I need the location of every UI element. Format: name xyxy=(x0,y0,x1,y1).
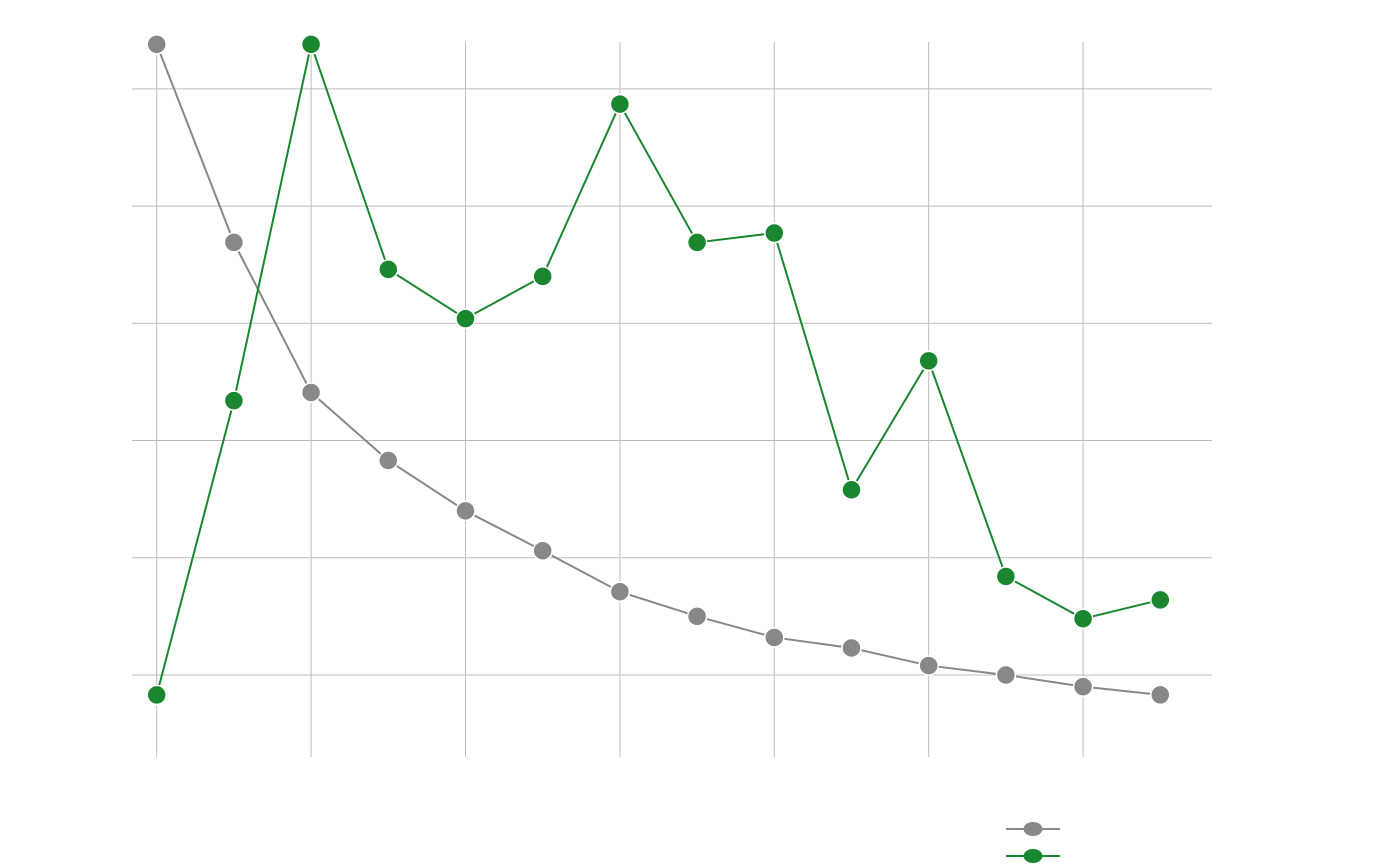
series-2-point xyxy=(1072,608,1094,629)
series-2-point xyxy=(223,390,245,411)
series-2-point xyxy=(995,566,1017,587)
series-2-point xyxy=(764,222,785,244)
legend-item-2 xyxy=(1006,849,1060,863)
series-1 xyxy=(146,34,1171,706)
series-1-point xyxy=(300,382,322,403)
series-group xyxy=(146,34,1171,706)
series-2-point xyxy=(378,259,399,280)
series-1-point xyxy=(532,540,553,561)
series-2-point xyxy=(532,266,553,287)
grid xyxy=(132,42,1212,757)
series-2 xyxy=(146,34,1171,706)
series-1-point xyxy=(995,664,1017,686)
series-1-line xyxy=(155,43,1161,696)
series-2-point xyxy=(841,479,862,501)
legend-marker-swatch xyxy=(1023,849,1043,863)
series-1-point xyxy=(378,450,399,471)
series-2-point xyxy=(918,350,939,372)
series-1-point xyxy=(1072,676,1094,697)
series-2-point xyxy=(300,34,322,55)
series-1-point xyxy=(455,500,476,522)
series-1-point xyxy=(146,34,167,55)
series-1-point xyxy=(223,232,245,253)
series-1-point xyxy=(1150,684,1171,706)
series-1-point xyxy=(686,606,708,627)
series-2-point xyxy=(1150,589,1171,611)
legend-item-1 xyxy=(1006,822,1060,836)
series-1-point xyxy=(841,637,862,659)
series-2-point xyxy=(686,232,708,253)
series-2-line xyxy=(155,40,1161,696)
legend-marker-swatch xyxy=(1023,822,1043,836)
series-1-point xyxy=(609,581,631,602)
series-2-point xyxy=(455,308,476,329)
series-1-point xyxy=(918,655,939,676)
series-1-point xyxy=(764,627,785,648)
series-2-point xyxy=(609,93,631,115)
legend xyxy=(1006,822,1060,863)
series-2-point xyxy=(146,684,167,706)
